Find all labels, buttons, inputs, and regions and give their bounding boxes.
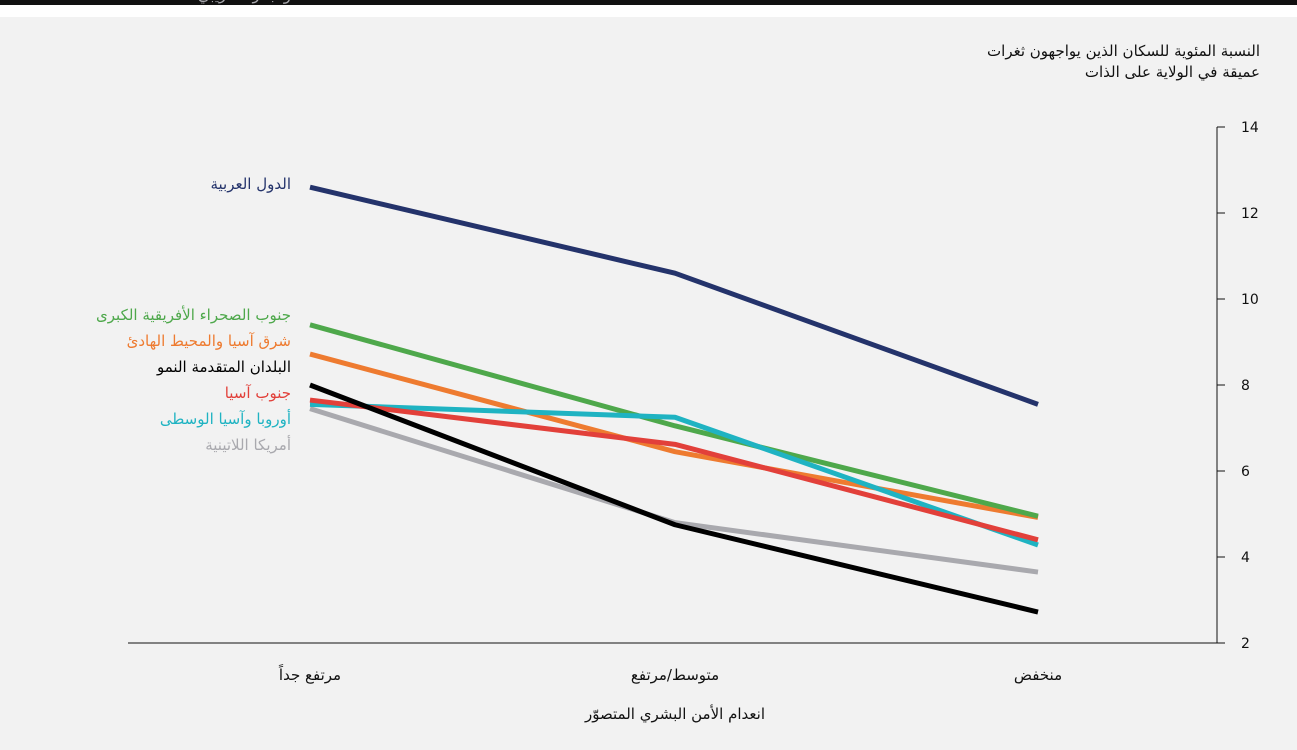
series-label: جنوب الصحراء الأفريقية الكبرى bbox=[96, 305, 291, 324]
series-label: والبحر الكاريبي bbox=[198, 0, 291, 5]
series-line bbox=[309, 382, 1039, 615]
chart-title-line-1: النسبة المئوية للسكان الذين يواجهون ثغرا… bbox=[987, 42, 1260, 60]
series-label: أوروبا وآسيا الوسطى bbox=[160, 409, 291, 428]
x-category-label: منخفض bbox=[1014, 666, 1062, 684]
top-rule bbox=[0, 0, 1297, 5]
series-line bbox=[309, 401, 1039, 548]
top-strip bbox=[0, 5, 1297, 17]
y-tick-label: 10 bbox=[1241, 292, 1259, 308]
series-label: البلدان المتقدمة النمو bbox=[156, 358, 291, 376]
series-line bbox=[309, 397, 1039, 543]
series-label: الدول العربية bbox=[210, 175, 291, 193]
series-line bbox=[309, 322, 1039, 519]
chart-title-line-2: عميقة في الولاية على الذات bbox=[1084, 63, 1260, 81]
series-label: شرق آسيا والمحيط الهادئ bbox=[127, 332, 291, 350]
y-tick-label: 12 bbox=[1241, 206, 1259, 222]
x-category-label: متوسط/مرتفع bbox=[631, 666, 719, 684]
y-tick-label: 14 bbox=[1241, 120, 1259, 136]
x-category-label: مرتفع جداً bbox=[278, 664, 341, 684]
series-line bbox=[309, 351, 1039, 520]
y-tick-label: 2 bbox=[1241, 636, 1250, 652]
y-tick-label: 4 bbox=[1241, 550, 1250, 566]
series-label: جنوب آسيا bbox=[225, 384, 291, 402]
series-label: أمريكا اللاتينية bbox=[205, 435, 291, 454]
x-axis-title: انعدام الأمن البشري المتصوّر bbox=[584, 704, 765, 724]
y-tick-label: 8 bbox=[1241, 378, 1250, 394]
series-line bbox=[309, 184, 1039, 407]
y-tick-label: 6 bbox=[1241, 464, 1250, 480]
